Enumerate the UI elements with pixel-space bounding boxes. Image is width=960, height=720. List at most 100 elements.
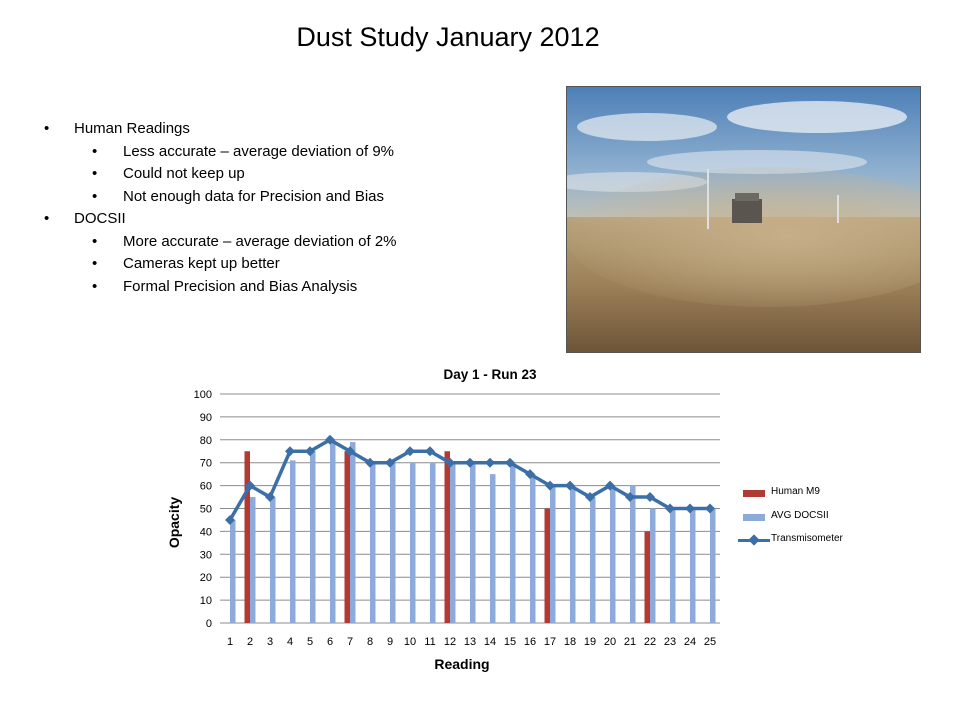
bullet-docsii: • DOCSII bbox=[44, 210, 126, 227]
transmisometer-point bbox=[265, 492, 275, 503]
transmisometer-point bbox=[425, 446, 435, 457]
y-axis-label: Opacity bbox=[166, 497, 182, 549]
slide-title: Dust Study January 2012 bbox=[296, 22, 600, 52]
x-tick-label: 20 bbox=[604, 636, 616, 648]
transmisometer-point bbox=[285, 446, 295, 457]
bar-avg-docsii bbox=[650, 508, 656, 623]
sub-bullet: • Cameras kept up better bbox=[92, 255, 280, 272]
bar-avg-docsii bbox=[590, 497, 596, 623]
bar-avg-docsii bbox=[670, 508, 676, 623]
sub-bullet: • Not enough data for Precision and Bias bbox=[92, 187, 384, 205]
bar-avg-docsii bbox=[250, 497, 256, 623]
y-tick-label: 30 bbox=[200, 549, 212, 561]
transmisometer-point bbox=[345, 446, 355, 457]
x-tick-label: 8 bbox=[367, 636, 373, 648]
sub-bullet: • Less accurate – average deviation of 9% bbox=[92, 142, 395, 160]
x-axis-label: Reading bbox=[434, 656, 489, 672]
x-tick-label: 23 bbox=[664, 636, 676, 648]
bar-human-m9 bbox=[344, 451, 350, 623]
x-tick-label: 9 bbox=[387, 636, 393, 648]
x-tick-label: 2 bbox=[247, 636, 253, 648]
transmisometer-point bbox=[245, 480, 255, 491]
bar-human-m9 bbox=[644, 531, 650, 623]
transmisometer-point bbox=[585, 492, 595, 503]
chart-title: Day 1 - Run 23 bbox=[443, 367, 537, 382]
bar-avg-docsii bbox=[570, 485, 576, 623]
transmisometer-point bbox=[325, 434, 335, 445]
transmisometer-point bbox=[465, 457, 475, 468]
dust-field-photo bbox=[566, 86, 921, 353]
x-tick-label: 19 bbox=[584, 636, 596, 648]
bar-avg-docsii bbox=[330, 439, 336, 623]
y-tick-label: 40 bbox=[200, 526, 212, 538]
bar-avg-docsii bbox=[370, 462, 376, 623]
transmisometer-point bbox=[665, 503, 675, 514]
bar-human-m9 bbox=[244, 451, 250, 623]
transmisometer-point bbox=[365, 457, 375, 468]
bar-avg-docsii bbox=[490, 474, 496, 623]
sub-bullet: • Could not keep up bbox=[92, 165, 245, 182]
bar-avg-docsii bbox=[410, 462, 416, 623]
legend-marker bbox=[748, 534, 760, 546]
transmisometer-point bbox=[485, 457, 495, 468]
x-tick-label: 5 bbox=[307, 636, 313, 648]
x-tick-label: 1 bbox=[227, 636, 233, 648]
bar-avg-docsii bbox=[470, 462, 476, 623]
transmisometer-point bbox=[545, 480, 555, 491]
y-tick-label: 100 bbox=[194, 389, 212, 401]
transmisometer-point bbox=[625, 492, 635, 503]
bar-avg-docsii bbox=[270, 497, 276, 623]
bar-avg-docsii bbox=[690, 508, 696, 623]
bullet-human-readings: • Human Readings bbox=[44, 120, 190, 137]
y-tick-label: 70 bbox=[200, 458, 212, 470]
bar-avg-docsii bbox=[290, 460, 296, 623]
x-tick-label: 21 bbox=[624, 636, 636, 648]
transmisometer-point bbox=[385, 457, 395, 468]
legend-swatch bbox=[743, 490, 765, 497]
x-tick-label: 22 bbox=[644, 636, 656, 648]
x-tick-label: 17 bbox=[544, 636, 556, 648]
transmisometer-point bbox=[305, 446, 315, 457]
x-tick-label: 18 bbox=[564, 636, 576, 648]
bar-avg-docsii bbox=[610, 485, 616, 623]
sub-bullet: • More accurate – average deviation of 2% bbox=[92, 232, 397, 250]
x-tick-label: 11 bbox=[424, 636, 435, 648]
sub-bullet: • Formal Precision and Bias Analysis bbox=[92, 277, 358, 295]
y-tick-label: 20 bbox=[200, 572, 212, 584]
y-tick-label: 60 bbox=[200, 481, 212, 493]
x-tick-label: 6 bbox=[327, 636, 333, 648]
bar-human-m9 bbox=[444, 451, 450, 623]
transmisometer-point bbox=[225, 514, 235, 525]
x-tick-label: 4 bbox=[287, 636, 293, 648]
bar-avg-docsii bbox=[710, 508, 716, 623]
bar-avg-docsii bbox=[530, 474, 536, 623]
transmisometer-point bbox=[565, 480, 575, 491]
transmisometer-point bbox=[445, 457, 455, 468]
transmisometer-point bbox=[685, 503, 695, 514]
bar-avg-docsii bbox=[550, 485, 556, 623]
bar-avg-docsii bbox=[390, 462, 396, 623]
bar-avg-docsii bbox=[310, 451, 316, 623]
x-tick-label: 12 bbox=[444, 636, 456, 648]
y-tick-label: 50 bbox=[200, 504, 212, 516]
x-tick-label: 13 bbox=[464, 636, 476, 648]
x-tick-label: 14 bbox=[484, 636, 496, 648]
transmisometer-point bbox=[645, 492, 655, 503]
bar-avg-docsii bbox=[230, 519, 236, 623]
transmisometer-point bbox=[505, 457, 515, 468]
y-tick-label: 80 bbox=[200, 435, 212, 447]
transmisometer-point bbox=[605, 480, 615, 491]
transmisometer-point bbox=[405, 446, 415, 457]
y-tick-label: 10 bbox=[200, 595, 212, 607]
bar-avg-docsii bbox=[350, 442, 356, 623]
bar-avg-docsii bbox=[450, 462, 456, 623]
x-tick-label: 7 bbox=[347, 636, 353, 648]
bar-avg-docsii bbox=[630, 485, 636, 623]
x-tick-label: 24 bbox=[684, 636, 696, 648]
transmisometer-point bbox=[705, 503, 715, 514]
y-tick-label: 0 bbox=[206, 618, 212, 630]
x-tick-label: 16 bbox=[524, 636, 536, 648]
transmisometer-point bbox=[525, 469, 535, 480]
x-tick-label: 10 bbox=[404, 636, 416, 648]
